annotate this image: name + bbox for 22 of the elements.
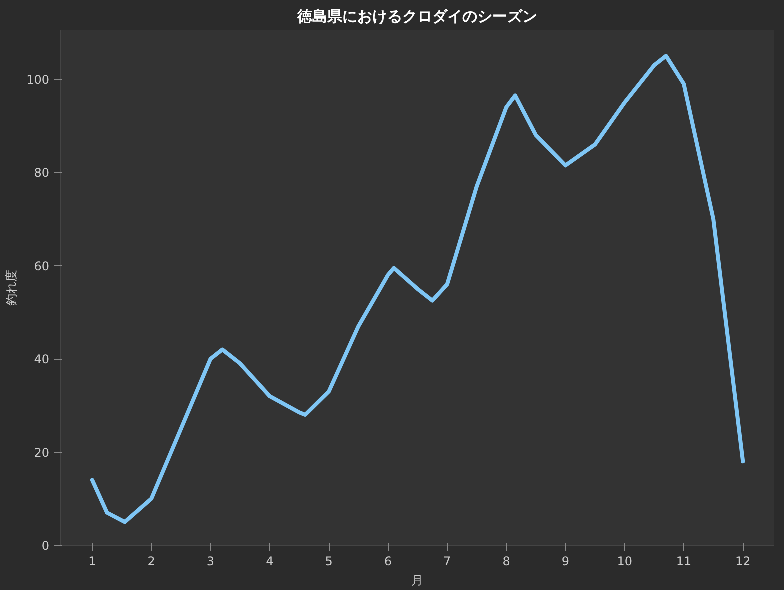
y-tick-label: 20 <box>34 446 50 460</box>
x-tick-label: 11 <box>676 554 692 568</box>
x-tick-label: 3 <box>206 554 215 568</box>
y-axis-title: 釣れ度 <box>4 270 19 306</box>
y-tick-label: 100 <box>26 72 50 87</box>
x-tick-label: 6 <box>384 554 392 568</box>
x-tick-label: 1 <box>88 554 96 568</box>
chart-title: 徳島県におけるクロダイのシーズン <box>296 8 538 26</box>
x-axis-title: 月 <box>412 574 424 588</box>
x-tick-label: 10 <box>617 554 632 568</box>
line-series <box>90 54 746 524</box>
x-tick-label: 2 <box>148 554 156 568</box>
x-tick-label: 8 <box>502 554 510 568</box>
x-tick-label: 5 <box>325 554 333 568</box>
y-tick-label: 40 <box>34 352 50 367</box>
y-tick-label: 80 <box>34 166 50 180</box>
x-tick-label: 4 <box>266 554 274 568</box>
y-tick-label: 60 <box>34 259 50 274</box>
x-tick-label: 7 <box>444 554 452 568</box>
x-tick-label: 12 <box>736 554 751 568</box>
x-tick-label: 9 <box>562 554 570 568</box>
y-tick-label: 0 <box>42 539 50 553</box>
